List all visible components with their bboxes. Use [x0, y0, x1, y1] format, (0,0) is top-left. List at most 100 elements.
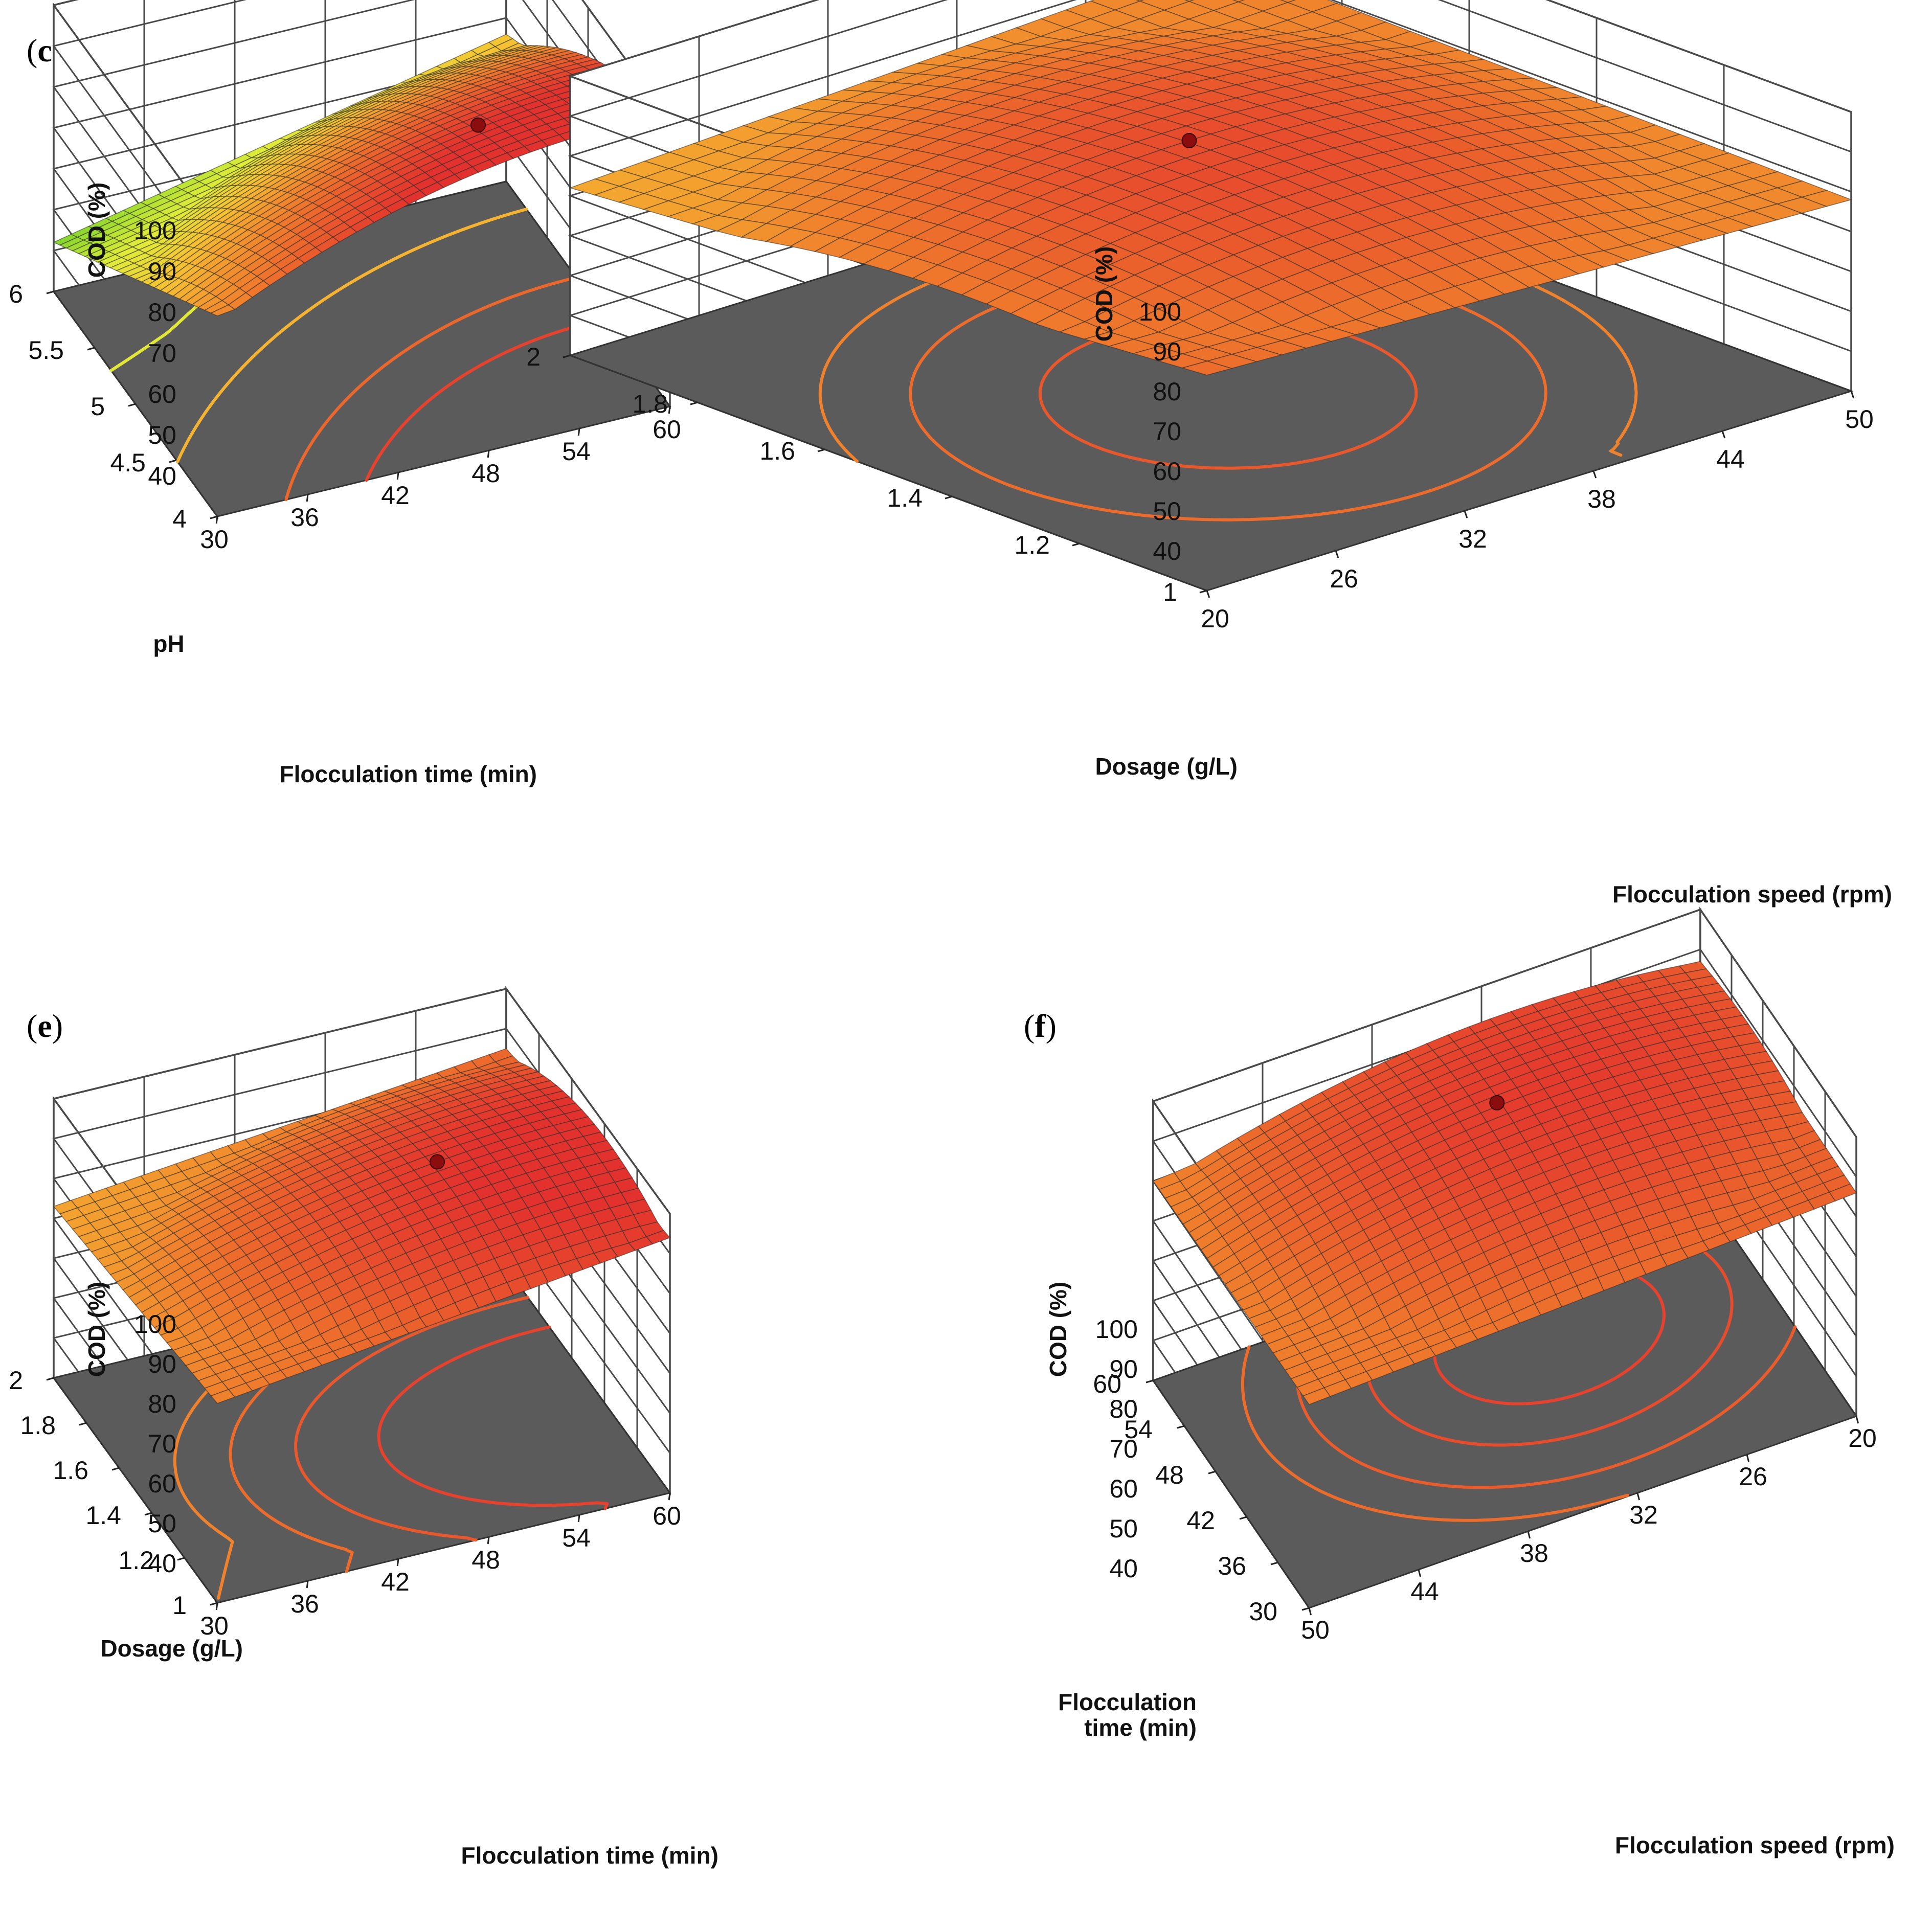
y-tick-label: 48 — [1155, 1461, 1184, 1489]
z-tick-label: 40 — [148, 462, 176, 490]
surface-cell — [1232, 0, 1245, 3]
x-tick-label: 48 — [471, 459, 500, 488]
z-tick-label: 50 — [1109, 1514, 1138, 1543]
z-tick-label: 100 — [134, 1310, 176, 1338]
y-tick-mark — [46, 290, 54, 294]
x-tick-mark — [1418, 1569, 1422, 1577]
z-tick-label: 40 — [1153, 537, 1181, 565]
z-axis-title: COD (%) — [1091, 246, 1117, 342]
panel-d: (d) 40 50 60 70 80 90 100 20 26 32 38 44… — [526, 0, 1892, 907]
x-tick-mark — [306, 1580, 309, 1589]
z-tick-label: 60 — [1153, 457, 1181, 486]
y-tick-label: 1.2 — [118, 1546, 154, 1575]
x-tick-label: 48 — [471, 1546, 500, 1574]
panel-e-z-ticks: 40 50 60 70 80 90 100 — [134, 1310, 176, 1578]
x-tick-label: 26 — [1330, 564, 1358, 593]
x-tick-label: 42 — [381, 481, 410, 510]
z-tick-label: 100 — [1139, 298, 1181, 326]
x-tick-mark — [1464, 510, 1468, 518]
contour-line — [284, 276, 578, 502]
contour-line — [377, 1325, 609, 1510]
x-tick-label: 32 — [1458, 525, 1487, 553]
y-tick-label: 5 — [91, 392, 105, 421]
x-tick-mark — [487, 1536, 490, 1545]
y-axis-title-line2: time (min) — [1084, 1714, 1197, 1741]
x-tick-mark — [1746, 1454, 1750, 1462]
x-tick-label: 50 — [1845, 405, 1874, 434]
x-tick-label: 20 — [1848, 1424, 1877, 1453]
x-tick-label: 54 — [562, 1524, 591, 1552]
panel-c-z-ticks: 40 50 60 70 80 90 100 — [134, 216, 176, 490]
y-tick-mark — [563, 354, 571, 358]
panel-d-x-ticks: 20 26 32 38 44 50 — [1201, 405, 1874, 633]
x-tick-mark — [577, 428, 580, 436]
y-tick-label: 6 — [9, 280, 23, 308]
x-tick-label: 20 — [1201, 604, 1229, 633]
z-tick-label: 70 — [148, 339, 176, 368]
contour-line — [1241, 1345, 1630, 1522]
panel-c: (c) 40 50 60 70 80 90 100 30 36 42 48 54… — [9, 0, 681, 787]
z-tick-label: 60 — [1109, 1474, 1138, 1503]
y-axis-title-line1: Flocculation — [1058, 1689, 1197, 1715]
y-tick-mark — [210, 1602, 218, 1606]
panel-e-y-ticks: 1 1.2 1.4 1.6 1.8 2 — [9, 1366, 187, 1620]
x-axis-title: Flocculation time (min) — [461, 1842, 718, 1869]
panel-f-x-ticks: 50 44 38 32 26 20 — [1301, 1424, 1877, 1644]
z-tick-label: 90 — [1153, 337, 1181, 366]
y-tick-label: 36 — [1218, 1552, 1246, 1580]
z-tick-label: 40 — [1109, 1554, 1138, 1583]
x-tick-mark — [396, 1558, 399, 1567]
y-tick-mark — [46, 1377, 54, 1381]
y-tick-label: 1.2 — [1014, 531, 1050, 559]
y-tick-label: 1.8 — [20, 1411, 56, 1440]
panel-f-z-ticks: 40 50 60 70 80 90 100 — [1095, 1315, 1138, 1583]
z-tick-label: 60 — [148, 380, 176, 409]
y-tick-label: 4.5 — [110, 448, 146, 477]
y-tick-mark — [210, 515, 218, 519]
x-tick-label: 30 — [200, 1612, 229, 1640]
y-tick-label: 60 — [1093, 1370, 1121, 1398]
x-tick-label: 38 — [1587, 485, 1616, 513]
panel-label-f: (f) — [1024, 1008, 1057, 1044]
z-tick-label: 100 — [1095, 1315, 1138, 1344]
y-tick-mark — [169, 459, 177, 463]
panel-label-e: (e) — [27, 1008, 63, 1044]
x-tick-mark — [1850, 391, 1855, 399]
optimum-point — [1489, 1095, 1505, 1110]
y-tick-label: 30 — [1249, 1597, 1277, 1626]
x-tick-mark — [215, 1602, 218, 1610]
z-tick-label: 70 — [148, 1430, 176, 1458]
y-tick-mark — [1208, 1470, 1216, 1474]
y-tick-mark — [87, 347, 95, 351]
optimum-point — [470, 117, 486, 133]
x-tick-mark — [306, 494, 309, 502]
x-tick-mark — [1721, 430, 1726, 439]
surface-cell — [210, 1389, 236, 1404]
panel-e-peak-point — [430, 1154, 445, 1170]
y-tick-mark — [1199, 589, 1207, 594]
panel-e-surface — [53, 1048, 671, 1404]
contour-line — [1432, 1262, 1666, 1405]
panel-e: (e) 40 50 60 70 80 90 100 30 36 42 48 54… — [9, 986, 718, 1869]
surface-cell — [1302, 1387, 1331, 1405]
surface-cell — [1279, 0, 1296, 3]
y-tick-label: 2 — [9, 1366, 23, 1395]
x-tick-label: 54 — [562, 437, 591, 466]
panel-c-peak-point — [470, 117, 486, 133]
x-tick-label: 26 — [1739, 1462, 1767, 1491]
y-tick-mark — [1177, 1425, 1185, 1429]
x-tick-mark — [1527, 1531, 1531, 1539]
x-tick-mark — [668, 406, 671, 414]
y-axis-title: Dosage (g/L) — [100, 1635, 243, 1662]
contour-line — [365, 317, 608, 482]
z-tick-label: 80 — [148, 298, 176, 327]
y-tick-mark — [79, 1422, 87, 1426]
z-tick-label: 50 — [148, 421, 176, 449]
z-tick-label: 70 — [1153, 417, 1181, 446]
x-tick-mark — [396, 472, 399, 480]
x-axis-title: Flocculation speed (rpm) — [1615, 1832, 1895, 1858]
x-tick-mark — [1206, 590, 1210, 598]
y-tick-mark — [1301, 1607, 1310, 1611]
panel-c-x-ticks: 30 36 42 48 54 60 — [200, 415, 681, 554]
